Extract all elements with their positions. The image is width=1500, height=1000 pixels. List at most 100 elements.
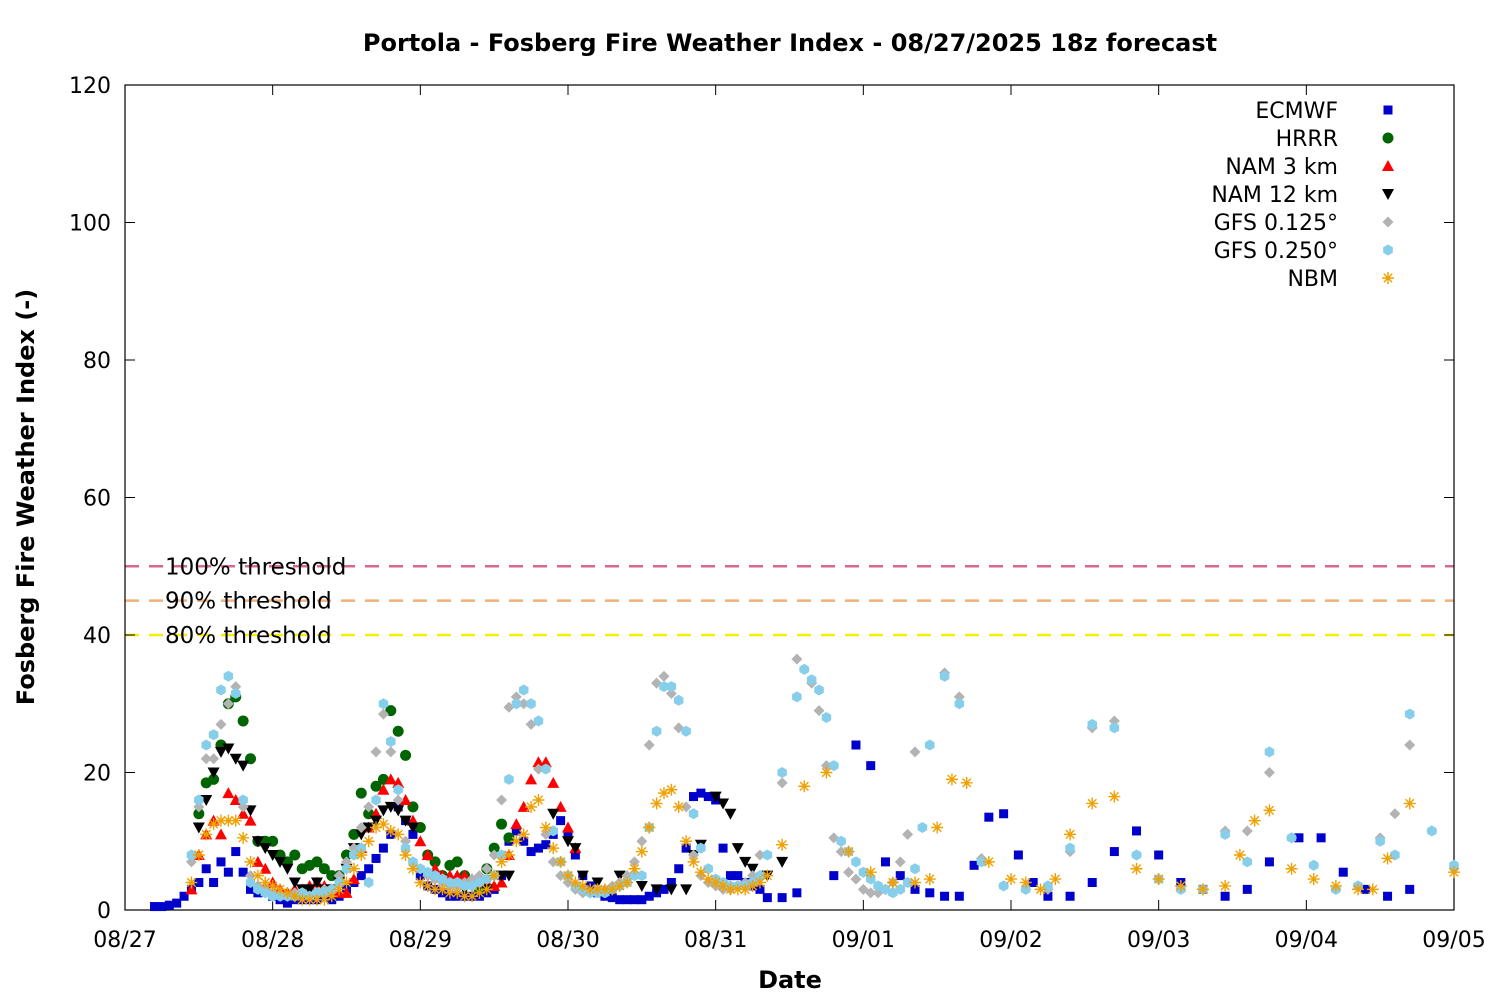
legend-entry: GFS 0.125°	[1214, 211, 1338, 236]
data-point	[680, 801, 692, 813]
data-point	[222, 787, 235, 799]
data-point	[665, 783, 678, 796]
data-point	[1219, 879, 1232, 892]
data-point	[637, 895, 647, 905]
data-point	[969, 860, 979, 870]
data-point	[953, 691, 965, 703]
data-point	[467, 880, 477, 892]
data-point	[866, 761, 876, 771]
legend-marker	[1382, 216, 1394, 228]
data-point	[806, 674, 817, 686]
data-point	[473, 886, 486, 899]
data-point	[702, 873, 715, 886]
data-point	[363, 877, 374, 888]
data-point	[886, 876, 899, 889]
data-point	[762, 893, 772, 903]
data-point	[917, 822, 928, 833]
x-tick-label: 09/02	[979, 928, 1042, 953]
data-point	[1013, 850, 1023, 860]
data-point	[406, 862, 419, 875]
data-point	[665, 884, 678, 896]
data-point	[511, 698, 522, 710]
data-point	[451, 856, 463, 868]
data-point	[215, 718, 227, 730]
data-point	[312, 887, 322, 899]
data-point	[694, 866, 707, 879]
data-point	[1285, 862, 1298, 875]
data-point	[666, 681, 677, 693]
data-point	[415, 863, 426, 875]
data-point	[1404, 739, 1416, 751]
data-point	[1448, 866, 1460, 879]
data-point	[687, 855, 700, 868]
legend-entry: HRRR	[1276, 127, 1338, 152]
data-point	[355, 849, 368, 861]
data-point	[1109, 847, 1119, 857]
data-point	[216, 684, 226, 696]
data-point	[1248, 814, 1261, 827]
data-point	[659, 884, 669, 894]
data-point	[532, 794, 545, 806]
data-point	[539, 756, 552, 768]
data-point	[1065, 891, 1075, 901]
data-point	[207, 767, 220, 779]
data-point	[945, 773, 958, 786]
data-point	[495, 855, 508, 868]
threshold-label: 80% threshold	[165, 623, 332, 649]
data-point	[1264, 746, 1275, 758]
data-point	[519, 836, 529, 846]
data-point	[340, 876, 353, 889]
y-tick-label: 100	[69, 212, 111, 237]
data-point	[356, 871, 366, 881]
data-point	[776, 856, 789, 868]
data-point	[829, 871, 839, 881]
data-point	[502, 849, 515, 861]
data-point	[976, 856, 987, 868]
data-point	[209, 878, 219, 887]
data-point	[680, 835, 693, 848]
data-point	[541, 840, 551, 850]
y-tick-label: 80	[83, 349, 111, 374]
x-tick-label: 09/04	[1275, 928, 1338, 953]
data-point	[960, 776, 973, 789]
data-point	[613, 879, 626, 892]
data-point	[1034, 883, 1047, 896]
data-point	[909, 876, 922, 889]
data-point	[880, 857, 890, 867]
data-point	[347, 873, 360, 885]
data-point	[999, 809, 1009, 819]
data-point	[208, 773, 220, 785]
data-point	[1043, 891, 1053, 901]
y-tick-label: 120	[69, 74, 111, 99]
data-point	[1021, 883, 1031, 895]
data-point	[1220, 891, 1230, 901]
data-point	[355, 787, 367, 799]
threshold-lines	[125, 565, 1454, 637]
legend-entry: NAM 3 km	[1225, 155, 1338, 180]
data-point	[1294, 833, 1304, 843]
data-point	[556, 816, 566, 826]
data-point	[430, 870, 440, 882]
data-point	[562, 821, 574, 833]
data-point	[621, 876, 634, 889]
data-point	[902, 828, 914, 840]
legend-entry: ECMWF	[1255, 99, 1338, 124]
data-point	[194, 878, 204, 887]
data-point	[792, 888, 802, 898]
data-point	[370, 821, 383, 834]
data-point	[310, 877, 323, 889]
data-point	[820, 766, 833, 779]
data-point	[392, 776, 405, 788]
data-point	[392, 805, 405, 817]
data-point	[363, 801, 375, 813]
data-point	[1233, 849, 1246, 861]
data-point	[651, 725, 662, 737]
data-point	[246, 884, 256, 894]
data-point	[755, 884, 765, 894]
data-point	[733, 871, 743, 881]
data-point	[179, 891, 189, 901]
data-point	[377, 783, 390, 795]
chart-title: Portola - Fosberg Fire Weather Index - 0…	[363, 29, 1217, 57]
data-point	[554, 855, 567, 868]
